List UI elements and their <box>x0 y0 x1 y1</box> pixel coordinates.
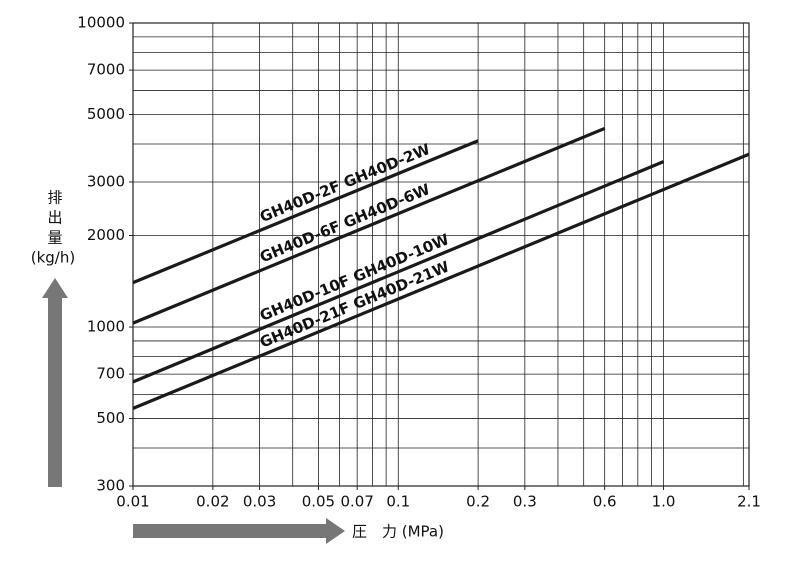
series-line <box>132 160 665 384</box>
x-tick-label: 0.05 <box>302 493 335 511</box>
x-tick-label: 2.1 <box>737 493 761 511</box>
y-label: 量 <box>47 229 62 247</box>
x-label: 圧 力 (MPa) <box>352 523 444 541</box>
y-tick-label: 3000 <box>87 172 125 190</box>
x-arrow <box>133 518 345 544</box>
y-tick-label: 700 <box>96 365 125 383</box>
x-tick-label: 1.0 <box>652 493 676 511</box>
x-tick-label: 0.1 <box>386 493 410 511</box>
series-line <box>132 126 606 325</box>
x-tick-label: 0.07 <box>340 493 373 511</box>
x-tick-label: 0.01 <box>116 493 149 511</box>
y-tick-label: 2000 <box>87 226 125 244</box>
y-tick-label: 1000 <box>87 318 125 336</box>
x-tick-label: 0.6 <box>593 493 617 511</box>
series-line <box>132 139 479 285</box>
y-tick-label: 7000 <box>87 61 125 79</box>
x-tick-label: 0.02 <box>196 493 229 511</box>
y-tick-label: 5000 <box>87 105 125 123</box>
y-tick-label: 10000 <box>77 14 125 32</box>
y-tick-label: 300 <box>96 477 125 495</box>
y-tick-label: 500 <box>96 409 125 427</box>
plot-frame <box>132 22 750 487</box>
y-label: 排 <box>47 189 62 207</box>
x-tick-label: 0.3 <box>513 493 537 511</box>
y-label: 出 <box>47 209 62 227</box>
x-tick-label: 0.03 <box>243 493 276 511</box>
y-arrow <box>42 278 68 487</box>
y-label-unit: (kg/h) <box>31 249 75 267</box>
series-line <box>132 152 750 410</box>
x-tick-label: 0.2 <box>466 493 490 511</box>
